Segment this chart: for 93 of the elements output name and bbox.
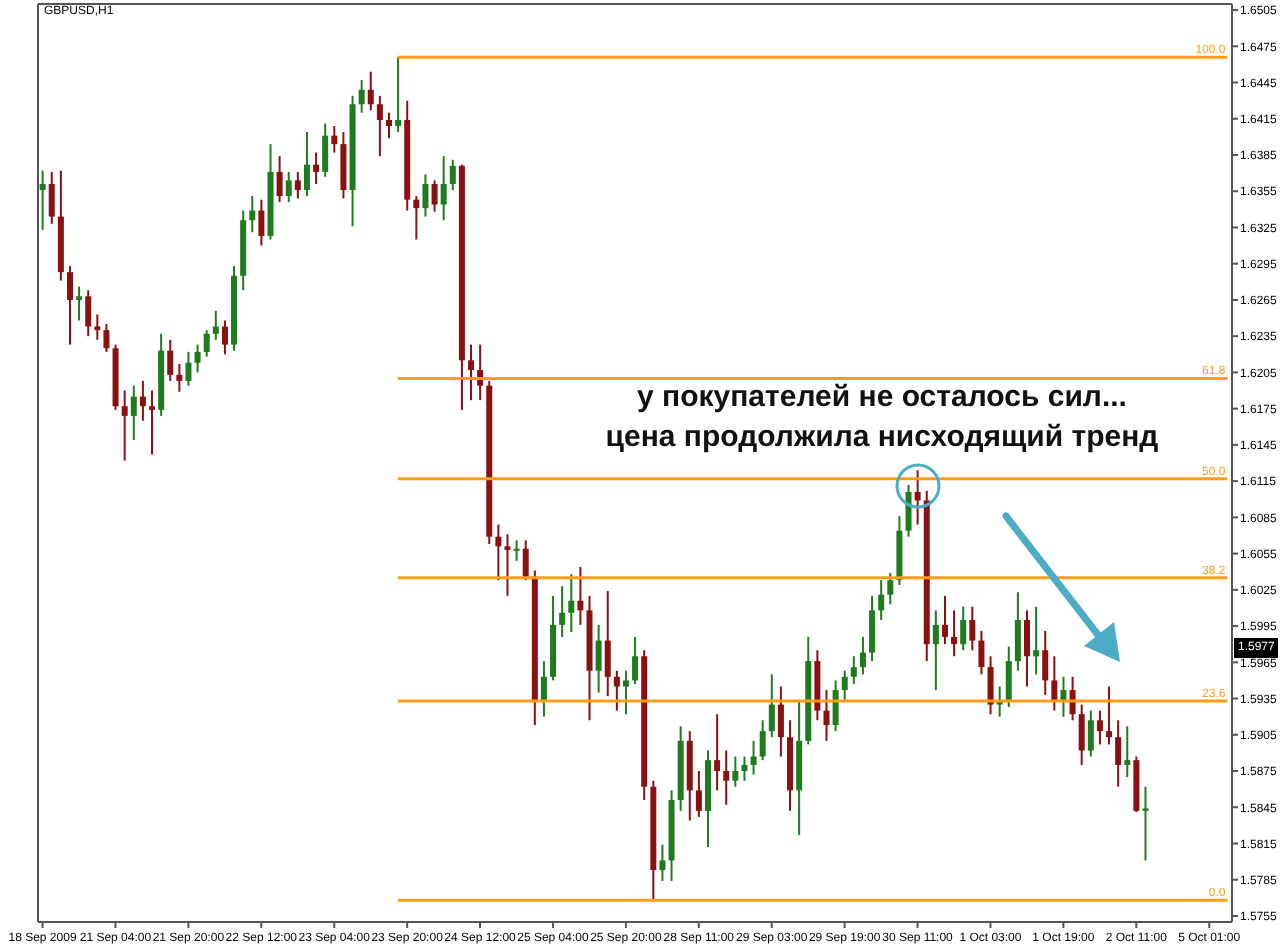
candlestick [294,170,301,200]
candlestick [66,265,73,346]
candlestick [504,533,511,597]
candlestick [139,379,146,422]
candlestick [176,362,183,393]
candlestick [540,660,547,718]
candlestick [331,125,338,154]
candlestick [732,755,739,788]
candlestick [1124,725,1131,779]
candlestick [1087,709,1094,758]
candlestick [185,350,192,387]
candlestick [449,158,456,192]
candlestick [249,195,256,234]
candlestick [695,770,702,818]
candlestick [149,389,156,456]
candlestick [914,469,921,526]
candlestick [714,713,721,792]
candlestick [659,843,666,882]
candlestick [777,685,784,758]
candlestick [905,483,912,538]
candlestick [1042,629,1049,696]
candlestick [395,56,402,134]
candlestick [622,669,629,716]
candlestick [1014,591,1021,672]
candlestick [468,343,475,402]
candlestick [212,309,219,341]
candlestick [340,131,347,200]
candlestick [285,170,292,204]
annotation: цена продолжила нисходящий тренд [603,418,1161,458]
candlestick [39,169,46,231]
candlestick [841,669,848,702]
candlestick [750,739,757,776]
annotation: у покупателей не осталось сил... [635,378,1129,418]
candlestick [559,585,566,638]
candlestick [859,635,866,676]
candlestick [385,111,392,140]
candlestick [1096,709,1103,746]
candlestick [48,170,55,225]
candlestick [203,329,210,358]
candlestick [85,289,92,338]
candlestick [313,151,320,185]
candlestick [1078,703,1085,766]
candlestick [978,629,985,676]
candlestick [951,609,958,658]
candlestick [1024,609,1031,688]
candlestick [969,605,976,652]
candlestick [522,539,529,582]
candlestick [76,285,83,322]
candlestick [376,94,383,158]
candlestick [723,749,730,806]
candlestick [413,195,420,241]
candlestick [869,594,876,663]
candlestick [303,131,310,198]
candlestick [167,338,174,382]
candlestick [604,590,611,698]
candlestick [768,673,775,739]
candlestick [1005,645,1012,708]
candlestick [221,319,228,356]
candlestick [1051,655,1058,712]
candlestick [1106,685,1113,746]
candlestick [495,523,502,582]
candlestick [987,655,994,716]
candlestick [1142,785,1149,862]
candlestick [632,635,639,686]
candlestick [367,70,374,112]
candlestick [887,571,894,606]
candlestick [431,179,438,213]
candlestick [276,155,283,204]
candlestick [595,623,602,694]
candlestick [1033,605,1040,676]
candlestick [832,679,839,733]
candlestick [103,323,110,353]
candlestick [358,79,365,114]
candlestick [878,579,885,622]
candlestick [121,389,128,462]
candlestick [759,719,766,762]
candlestick [422,173,429,218]
candlestick [194,343,201,374]
candlestick [932,609,939,692]
candlestick [941,594,948,646]
candlestick [513,539,520,562]
candlestick [130,384,137,442]
candlestick [613,669,620,712]
candlestick [568,573,575,634]
candlestick [960,605,967,652]
candlestick [258,198,265,247]
candlestick [322,122,329,178]
candlestick [823,689,830,742]
candlestick [850,655,857,686]
candlestick [440,155,447,222]
candlestick [1115,719,1122,788]
candlestick [577,565,584,626]
candlestick [741,755,748,782]
